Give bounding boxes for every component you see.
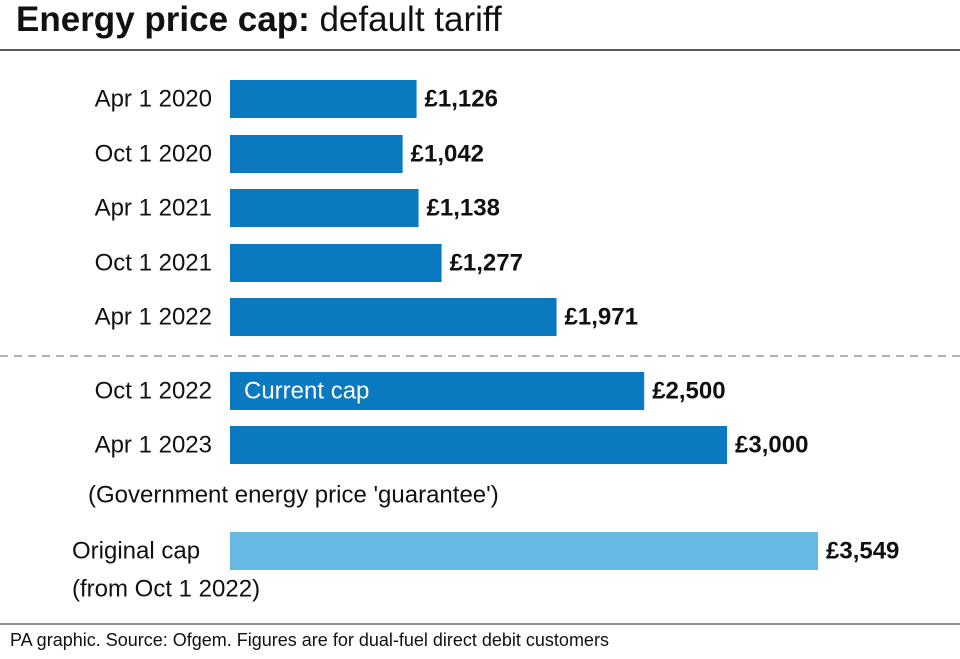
category-label: Apr 1 2023 — [95, 431, 212, 458]
value-label: £2,500 — [652, 377, 725, 404]
bar — [230, 189, 419, 227]
bar — [230, 372, 645, 410]
category-label: Apr 1 2021 — [95, 194, 212, 221]
category-label: Oct 1 2020 — [95, 140, 212, 167]
bar — [230, 426, 728, 464]
value-label: £1,971 — [565, 303, 638, 330]
bar — [230, 244, 442, 282]
bar — [230, 135, 403, 173]
value-label: £1,277 — [450, 249, 523, 276]
value-label: £3,000 — [735, 431, 808, 458]
category-label: Oct 1 2022 — [95, 377, 212, 404]
original-note: (from Oct 1 2022) — [72, 575, 260, 602]
category-label: Oct 1 2021 — [95, 249, 212, 276]
category-label: Apr 1 2020 — [95, 85, 212, 112]
title-detail: default tariff — [319, 0, 502, 39]
value-label: £1,126 — [425, 85, 498, 112]
value-label: £3,549 — [826, 537, 899, 564]
source: PA graphic. Source: Ofgem. Figures are f… — [10, 630, 609, 650]
value-label: £1,042 — [411, 140, 484, 167]
value-label: £1,138 — [427, 194, 500, 221]
chart-title: Energy price cap: default tariff — [16, 0, 502, 39]
bar — [230, 532, 818, 570]
current-cap-label: Current cap — [244, 377, 369, 404]
category-label: Apr 1 2022 — [95, 303, 212, 330]
guarantee-note: (Government energy price 'guarantee') — [88, 481, 499, 508]
title-bold: Energy price cap: — [16, 0, 310, 39]
category-label: Original cap — [72, 537, 200, 564]
bar — [230, 298, 557, 336]
bar — [230, 80, 417, 118]
